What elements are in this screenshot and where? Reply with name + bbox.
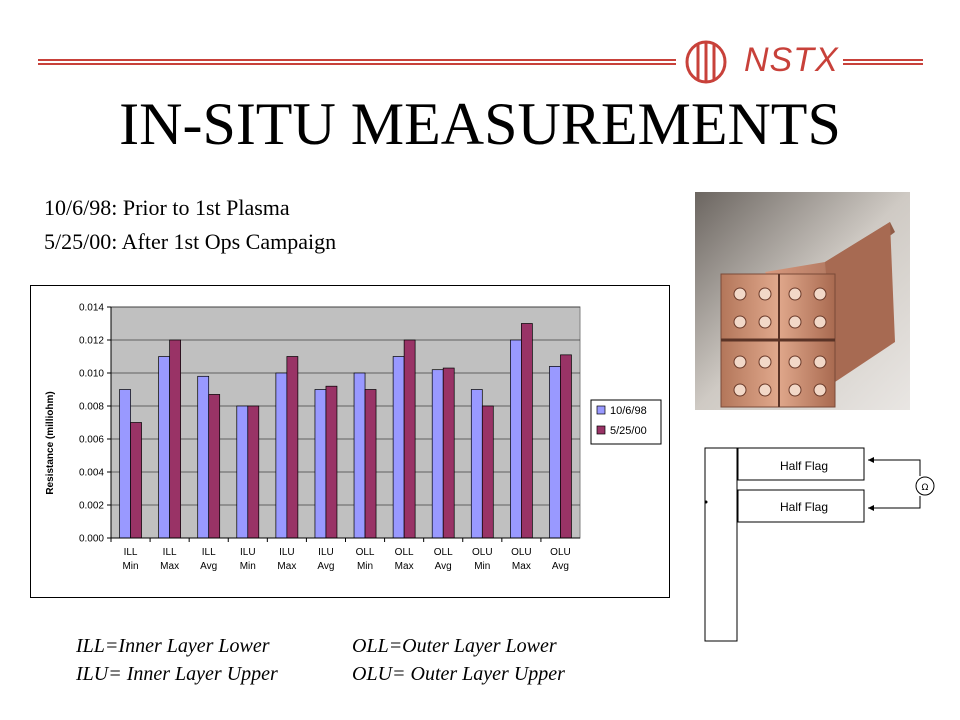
y-tick-label: 0.002 <box>79 501 104 512</box>
bar-series-2 <box>442 367 455 539</box>
x-tick-label: OLU <box>472 547 493 558</box>
bar-series-1 <box>275 372 288 539</box>
bar-series-1 <box>197 375 210 539</box>
bar-series-2 <box>364 389 377 539</box>
bar-series-2 <box>169 339 181 539</box>
x-tick-label-sub: Avg <box>317 561 334 572</box>
x-tick-label: OLL <box>356 547 375 558</box>
x-tick-label: ILU <box>240 547 256 558</box>
bar-series-1 <box>314 389 327 539</box>
x-tick-label-sub: Min <box>240 561 256 572</box>
subtitle-second-date: 5/25/00: After 1st Ops Campaign <box>44 229 337 254</box>
abbreviation-oll: OLL=Outer Layer Lower <box>352 635 557 657</box>
bar-series-1 <box>431 369 444 539</box>
bar-series-2 <box>130 422 142 539</box>
x-tick-label-sub: Min <box>122 561 138 572</box>
y-tick-label: 0.010 <box>79 369 104 380</box>
bar-series-2 <box>560 354 572 539</box>
x-tick-label: OLU <box>550 547 571 558</box>
x-tick-label: OLU <box>511 547 532 558</box>
half-flag-bottom-label: Half Flag <box>780 500 828 514</box>
x-tick-label: ILU <box>279 547 295 558</box>
bar-series-2 <box>521 323 533 539</box>
bar-series-1 <box>353 372 366 539</box>
x-tick-label-sub: Avg <box>200 561 217 572</box>
x-tick-label: ILL <box>124 547 138 558</box>
x-tick-label-sub: Avg <box>552 561 569 572</box>
bar-series-2 <box>286 356 299 539</box>
subtitle-first-date: 10/6/98: Prior to 1st Plasma <box>44 195 290 220</box>
conductor-bar <box>704 447 738 642</box>
bar-series-1 <box>158 356 170 539</box>
x-tick-label: ILL <box>202 547 216 558</box>
x-tick-label: ILU <box>318 547 334 558</box>
x-tick-label-sub: Min <box>357 561 373 572</box>
legend-swatch-series-2 <box>596 425 606 435</box>
legend-label-series-2: 5/25/00 <box>610 425 647 437</box>
lead-wire-bottom <box>868 496 921 509</box>
half-flag-bottom <box>737 489 865 523</box>
chart-canvas: 0.000 0.002 0.004 0.006 0.008 0.010 0.012 0.014… <box>45 303 662 572</box>
bar-series-1 <box>510 339 522 539</box>
bar-series-2 <box>481 405 494 539</box>
page-title: IN-SITU MEASUREMENTS <box>119 91 841 157</box>
legend-label-series-1: 10/6/98 <box>610 405 647 417</box>
lead-wire-top <box>868 459 921 476</box>
bar-series-1 <box>549 366 561 539</box>
x-tick-label-sub: Min <box>474 561 490 572</box>
y-tick-label: 0.012 <box>79 336 104 347</box>
half-flag-top-label: Half Flag <box>780 459 828 473</box>
bar-series-2 <box>325 385 338 539</box>
bar-series-2 <box>247 405 260 539</box>
nstx-logo-icon <box>685 40 727 84</box>
x-tick-label: OLL <box>434 547 453 558</box>
y-tick-label: 0.008 <box>79 402 104 413</box>
chart-legend: 10/6/98 5/25/00 <box>590 399 662 445</box>
ohmmeter-symbol: Ω <box>922 483 929 493</box>
abbreviation-ill: ILL=Inner Layer Lower <box>76 635 270 657</box>
bar-series-1 <box>236 405 249 539</box>
half-flag-top <box>737 447 865 481</box>
bar-series-1 <box>119 389 131 539</box>
bar-series-1 <box>392 356 405 539</box>
header-rule-left <box>38 59 676 65</box>
logo-text: NSTX <box>744 41 839 79</box>
x-tick-label: ILL <box>163 547 177 558</box>
flag-joint-photo <box>695 192 910 410</box>
plot-area <box>110 306 581 539</box>
resistance-chart: 0.000 0.002 0.004 0.006 0.008 0.010 0.012 0.014… <box>30 285 670 598</box>
y-axis-label: Resistance (milliohm) <box>45 391 56 494</box>
bar-series-2 <box>403 339 416 539</box>
bar-series-1 <box>470 389 483 539</box>
bar-series-2 <box>208 394 221 539</box>
x-tick-label: OLL <box>395 547 414 558</box>
ohmmeter-icon <box>915 476 935 496</box>
abbreviation-ilu: ILU= Inner Layer Upper <box>76 663 278 685</box>
x-tick-label-sub: Avg <box>435 561 452 572</box>
y-tick-label: 0.014 <box>79 303 104 314</box>
y-tick-label: 0.000 <box>79 534 104 545</box>
x-tick-label-sub: Max <box>395 561 414 572</box>
x-tick-label-sub: Max <box>160 561 179 572</box>
header-rule-right <box>843 59 923 65</box>
x-tick-label-sub: Max <box>512 561 531 572</box>
abbreviation-olu: OLU= Outer Layer Upper <box>352 663 565 685</box>
half-flag-diagram: Half Flag Half Flag Ω <box>704 447 935 642</box>
x-tick-label-sub: Max <box>277 561 296 572</box>
y-tick-label: 0.004 <box>79 468 104 479</box>
legend-swatch-series-1 <box>596 405 606 415</box>
y-tick-label: 0.006 <box>79 435 104 446</box>
